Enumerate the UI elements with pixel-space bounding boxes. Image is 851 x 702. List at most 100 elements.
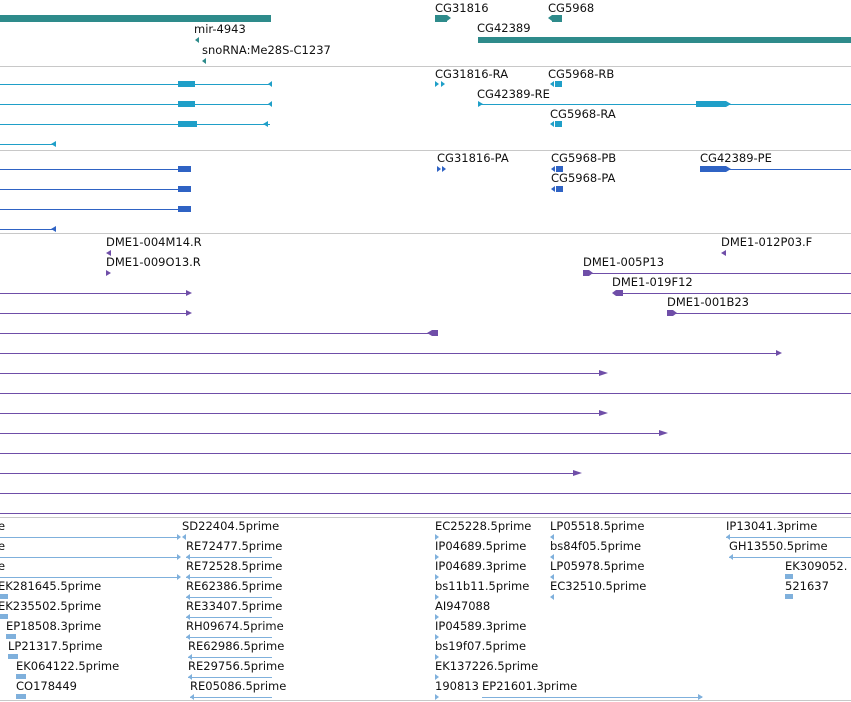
clone-arrow[interactable] — [721, 250, 726, 256]
est-label[interactable]: RE72477.5prime — [186, 539, 283, 553]
est-label[interactable]: EK137226.5prime — [435, 659, 539, 673]
gene-arrow[interactable] — [447, 15, 451, 21]
est-arrow[interactable] — [550, 594, 554, 600]
transcript-label[interactable]: CG42389-RE — [477, 87, 550, 101]
transcript-arrow[interactable] — [726, 101, 731, 107]
est-label[interactable]: EK309052. — [785, 559, 848, 573]
clone-arrow[interactable] — [659, 430, 668, 436]
est-line[interactable] — [190, 697, 272, 698]
est-exon[interactable] — [16, 674, 26, 679]
est-arrow[interactable] — [698, 694, 703, 700]
est-label[interactable]: LP05518.5prime — [550, 519, 645, 533]
clone-line[interactable] — [589, 273, 851, 274]
clone-exon[interactable] — [583, 270, 589, 276]
est-line[interactable] — [726, 537, 851, 538]
est-arrow[interactable] — [435, 534, 439, 540]
est-line[interactable] — [186, 597, 272, 598]
protein-arrow[interactable] — [51, 226, 56, 232]
gene-arrow[interactable] — [548, 15, 552, 21]
protein-exon[interactable] — [556, 186, 563, 192]
clone-arrow[interactable] — [427, 330, 432, 336]
gene-label[interactable]: mir-4943 — [194, 22, 246, 36]
protein-arrow[interactable] — [442, 166, 446, 172]
transcript-exon[interactable] — [178, 81, 195, 87]
est-arrow[interactable] — [435, 614, 439, 620]
clone-label[interactable]: DME1-004M14.R — [106, 235, 202, 249]
est-arrow[interactable] — [435, 694, 439, 700]
est-label[interactable]: SD22404.5prime — [182, 519, 280, 533]
est-arrow[interactable] — [435, 574, 439, 580]
est-line[interactable] — [482, 697, 702, 698]
est-arrow[interactable] — [550, 574, 554, 580]
gene-bar[interactable] — [552, 15, 562, 22]
est-arrow[interactable] — [435, 674, 439, 680]
clone-line[interactable] — [0, 393, 851, 394]
protein-label[interactable]: CG42389-PE — [700, 151, 772, 165]
est-arrow[interactable] — [182, 534, 186, 540]
protein-exon[interactable] — [178, 186, 191, 192]
transcript-label[interactable]: CG5968-RA — [550, 107, 616, 121]
protein-exon[interactable] — [178, 166, 191, 172]
est-label[interactable]: e — [0, 519, 6, 533]
protein-label[interactable]: CG5968-PA — [551, 171, 616, 185]
est-line[interactable] — [729, 557, 851, 558]
est-label[interactable]: 190813 — [435, 679, 479, 693]
protein-line[interactable] — [0, 209, 190, 210]
est-label[interactable]: EK064122.5prime — [16, 659, 120, 673]
clone-label[interactable]: DME1-019F12 — [612, 275, 693, 289]
est-label[interactable]: IP13041.3prime — [726, 519, 818, 533]
protein-line[interactable] — [0, 189, 190, 190]
clone-arrow[interactable] — [599, 410, 608, 416]
protein-arrow[interactable] — [551, 186, 555, 192]
transcript-exon[interactable] — [555, 121, 562, 127]
est-arrow[interactable] — [435, 554, 439, 560]
est-line[interactable] — [0, 577, 180, 578]
est-line[interactable] — [186, 617, 272, 618]
transcript-line[interactable] — [478, 104, 851, 105]
est-arrow[interactable] — [435, 634, 439, 640]
clone-arrow[interactable] — [106, 250, 111, 256]
clone-exon[interactable] — [432, 330, 438, 336]
protein-line[interactable] — [726, 169, 851, 170]
est-line[interactable] — [186, 577, 272, 578]
est-label[interactable]: RE29756.5prime — [188, 659, 285, 673]
est-label[interactable]: LP05978.5prime — [550, 559, 645, 573]
est-label[interactable]: IP04689.3prime — [435, 559, 527, 573]
est-line[interactable] — [188, 677, 272, 678]
est-line[interactable] — [186, 557, 272, 558]
clone-exon[interactable] — [667, 310, 673, 316]
est-exon[interactable] — [0, 614, 8, 619]
clone-line[interactable] — [0, 353, 778, 354]
clone-arrow[interactable] — [612, 290, 616, 296]
est-line[interactable] — [186, 637, 272, 638]
est-label[interactable]: CO178449 — [16, 679, 77, 693]
transcript-label[interactable]: CG31816-RA — [435, 67, 509, 81]
est-arrow[interactable] — [177, 534, 181, 540]
gene-bar[interactable] — [435, 15, 447, 22]
est-label[interactable]: RE05086.5prime — [190, 679, 287, 693]
est-label[interactable]: EP18508.3prime — [6, 619, 102, 633]
protein-line[interactable] — [0, 229, 56, 230]
transcript-arrow[interactable] — [435, 81, 439, 87]
est-label[interactable]: bs11b11.5prime — [435, 579, 530, 593]
est-label[interactable]: RE72528.5prime — [186, 559, 283, 573]
transcript-arrow[interactable] — [268, 81, 272, 87]
clone-line[interactable] — [0, 293, 188, 294]
transcript-arrow[interactable] — [268, 101, 272, 107]
est-label[interactable]: LP21317.5prime — [8, 639, 103, 653]
est-arrow[interactable] — [435, 594, 439, 600]
est-label[interactable]: RH09674.5prime — [186, 619, 284, 633]
clone-line[interactable] — [0, 313, 188, 314]
est-label[interactable]: AI947088 — [435, 599, 491, 613]
protein-exon[interactable] — [556, 166, 563, 172]
transcript-arrow[interactable] — [441, 81, 445, 87]
transcript-exon[interactable] — [178, 101, 195, 107]
est-label[interactable]: e — [0, 559, 6, 573]
gene-arrow[interactable] — [202, 58, 206, 64]
transcript-line[interactable] — [0, 84, 272, 85]
clone-arrow[interactable] — [186, 290, 192, 296]
gene-label[interactable]: CG42389 — [477, 21, 531, 35]
est-label[interactable]: e — [0, 539, 6, 553]
clone-label[interactable]: DME1-009O13.R — [106, 255, 201, 269]
est-label[interactable]: EC25228.5prime — [435, 519, 532, 533]
